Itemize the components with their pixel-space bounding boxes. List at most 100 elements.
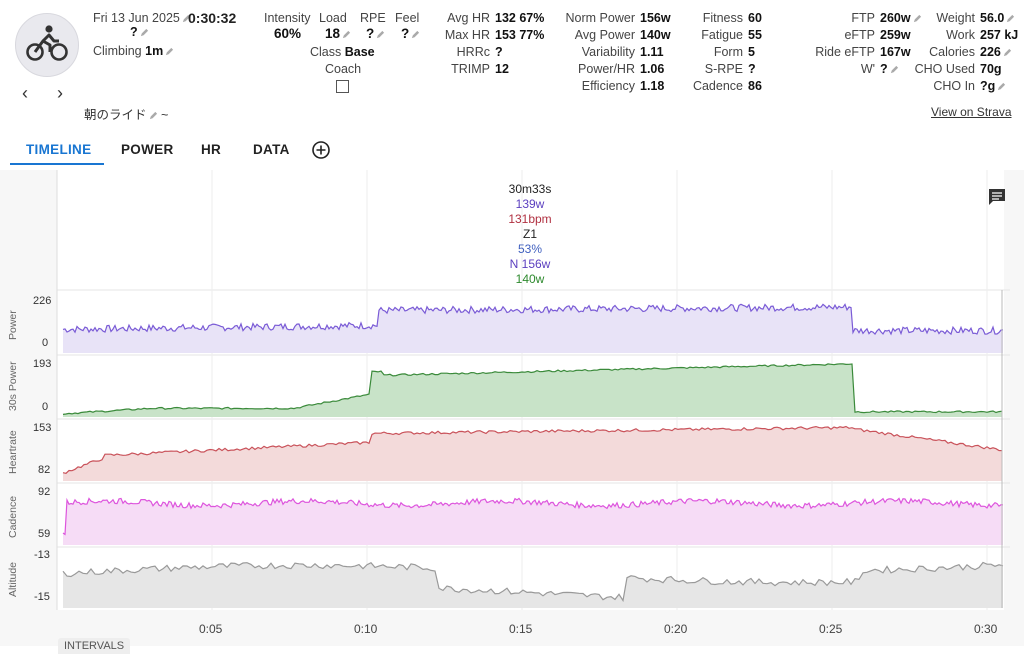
stat-label: HRRc [456,45,490,59]
stat-value: 1.18 [640,79,665,93]
stat-label: Work [946,28,975,42]
previous-activity-button[interactable]: ‹ [22,83,28,103]
stat-label: Weight [936,11,975,25]
stat-weight: Weight 56.0 [890,11,1015,25]
power30-axis-label: 30s Power [7,361,19,411]
activity-name[interactable]: 朝のライド ~ [84,108,169,122]
hr-axis-label: Heartrate [7,430,19,474]
hr-min-tick: 82 [38,464,51,476]
stat-label: Fitness [702,11,743,25]
stat-value: 1.06 [640,62,665,76]
add-tab-icon[interactable] [311,140,331,160]
stat-label: Avg Power [574,28,635,42]
stat-value: ? [880,62,888,76]
tab-power[interactable]: POWER [121,142,174,157]
x-tick: 0:10 [354,622,378,636]
timeline-charts[interactable] [0,170,1024,646]
stat-efficiency: Efficiency 1.18 [555,79,665,93]
edit-pencil-icon[interactable] [149,111,158,120]
power30-max-tick: 193 [33,358,52,370]
edit-pencil-icon[interactable] [376,30,385,39]
stat-label: Ride eFTP [815,45,875,59]
stat-value: 257 kJ [980,28,1019,42]
stat-value: 56.0 [980,11,1005,25]
stat-label: S-RPE [704,62,743,76]
stat-value: 60 [748,11,762,25]
comment-icon[interactable] [987,187,1007,207]
altitude-trace-line [62,561,1004,603]
stat-value: 260w [880,11,911,25]
stat-value: ? [748,62,756,76]
cadence-max-tick: 92 [38,486,51,498]
x-tick: 0:25 [819,622,843,636]
stat-value: 12 [495,62,509,76]
power-max-tick: 226 [33,295,52,307]
edit-pencil-icon[interactable] [913,14,922,23]
tooltip-pct: 53% [517,242,543,256]
activity-date-row[interactable]: Fri 13 Jun 2025 [93,11,191,25]
stat-label: CHO Used [914,62,975,76]
power-trace-line [62,302,1004,336]
cadence-trace-area [63,498,1003,545]
view-on-strava-link[interactable]: View on Strava [931,105,1012,119]
tab-data[interactable]: DATA [253,142,290,157]
rpe-value[interactable]: ? [366,26,385,41]
stat-label: eFTP [844,28,875,42]
stat-label: TRIMP [451,62,490,76]
power-axis-label: Power [7,310,19,340]
stat-value: ?g [980,79,996,93]
stat-calories: Calories 226 [890,45,1012,59]
stat-variability: Variability 1.11 [555,45,664,59]
climbing-stat: Climbing 1m [93,44,174,58]
tooltip-avg: 140w [515,272,545,286]
activity-description-value[interactable]: ? [130,25,149,39]
stat-work: Work 257 kJ [890,28,1018,42]
stat-value: 156w [640,11,671,25]
power30-min-tick: 0 [42,401,49,413]
cadence-axis-label: Cadence [7,495,19,538]
next-activity-button[interactable]: › [57,83,63,103]
edit-pencil-icon[interactable] [1003,48,1012,57]
stat-value: 167w [880,45,911,59]
stat-value: 132 67% [495,11,545,25]
edit-pencil-icon[interactable] [342,30,351,39]
stat-cho-in: CHO In ?g [890,79,1006,93]
power30-trace-area [63,363,1002,417]
stat-value: 5 [748,45,755,59]
edit-pencil-icon[interactable] [140,28,149,37]
edit-pencil-icon[interactable] [997,82,1006,91]
stat-label: FTP [851,11,875,25]
stat-label: Power/HR [578,62,635,76]
load-value[interactable]: 18 [325,26,351,41]
stat-fitness: Fitness 60 [685,11,762,25]
stat-cadence: Cadence 86 [685,79,762,93]
bicycle-icon [26,25,68,61]
tooltip-power: 139w [515,197,545,211]
x-tick: 0:20 [664,622,688,636]
coach-checkbox[interactable] [336,80,349,93]
tab-timeline[interactable]: TIMELINE [26,142,92,157]
hover-tooltip: 30m33s 139w 131bpm Z1 53% N 156w 140w [430,182,630,287]
stat-value: 153 77% [495,28,545,42]
power-min-tick: 0 [42,337,49,349]
tooltip-norm: N 156w [509,257,551,271]
intervals-tab[interactable]: INTERVALS [58,638,131,654]
edit-pencil-icon[interactable] [1006,14,1015,23]
stat-value: 86 [748,79,762,93]
cadence-min-tick: 59 [38,528,51,540]
stat-fatigue: Fatigue 55 [685,28,762,42]
rpe-label: RPE [360,11,386,25]
edit-pencil-icon[interactable] [182,14,191,23]
activity-date[interactable]: Fri 13 Jun 2025 [93,11,180,25]
stat-label: Norm Power [565,11,635,25]
stat-value: 55 [748,28,762,42]
stat-label: Cadence [692,79,743,93]
edit-pencil-icon[interactable] [165,47,174,56]
tab-hr[interactable]: HR [201,142,222,157]
edit-pencil-icon[interactable] [411,30,420,39]
edit-pencil-icon[interactable] [890,65,899,74]
stat-hrrc: HRRc? [420,45,503,59]
stat-label: CHO In [933,79,975,93]
feel-label: Feel [395,11,420,25]
feel-value[interactable]: ? [401,26,420,41]
